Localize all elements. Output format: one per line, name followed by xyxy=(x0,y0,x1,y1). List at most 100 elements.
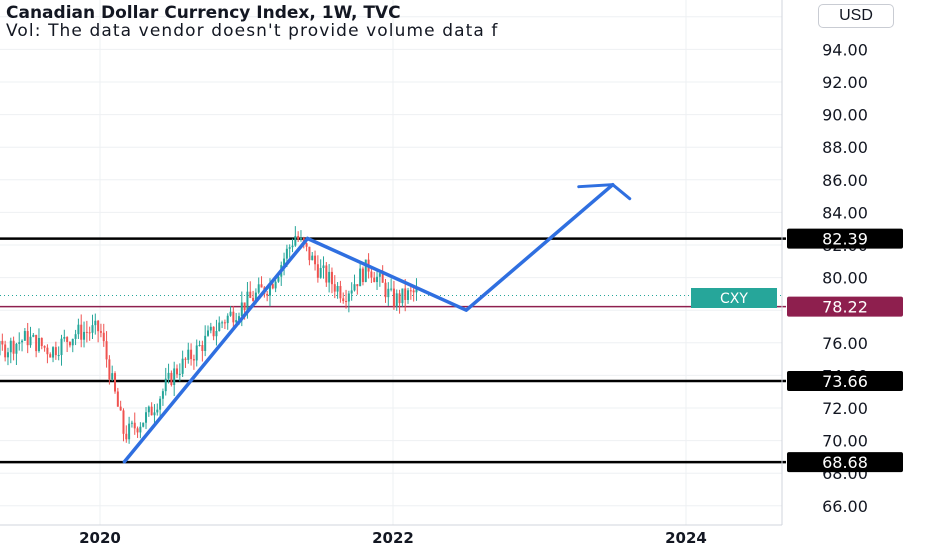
candle-body xyxy=(392,288,395,307)
price-level-label: 73.66 xyxy=(822,372,868,391)
candle-body xyxy=(218,322,221,332)
candle-body xyxy=(91,325,94,333)
candle-body xyxy=(57,355,60,357)
candle-body xyxy=(288,247,291,249)
candle-body xyxy=(415,287,418,293)
candle-body xyxy=(401,288,404,304)
candle-body xyxy=(116,391,119,407)
symbol-badge-label: CXY xyxy=(720,291,748,307)
candle-body xyxy=(243,302,246,311)
candle-body xyxy=(299,238,302,240)
candle-body xyxy=(77,324,80,335)
candle-body xyxy=(15,343,18,354)
price-level-label-bg xyxy=(787,452,903,473)
candle-body xyxy=(336,285,339,292)
currency-button[interactable]: USD xyxy=(818,4,894,28)
candle-body xyxy=(215,331,218,337)
candle-body xyxy=(114,373,117,392)
candle-body xyxy=(404,288,407,300)
candle-body xyxy=(63,337,66,339)
candle-body xyxy=(40,337,43,347)
candle-body xyxy=(347,293,350,302)
candle-body xyxy=(223,322,226,324)
trendline xyxy=(122,236,310,464)
x-tick-label: 2022 xyxy=(372,529,414,547)
candle-body xyxy=(271,284,274,289)
candle-body xyxy=(246,291,249,311)
candle-body xyxy=(361,268,364,283)
candle-body xyxy=(237,316,240,321)
y-tick-label: 88.00 xyxy=(822,138,868,157)
candle-body xyxy=(173,368,176,386)
candle-body xyxy=(54,347,57,356)
candle-body xyxy=(257,284,260,293)
candle-body xyxy=(122,410,125,434)
price-level-label-bg xyxy=(787,296,903,317)
y-tick-label: 86.00 xyxy=(822,171,868,190)
candle-body xyxy=(311,255,314,261)
candle-body xyxy=(88,332,91,334)
candle-body xyxy=(229,311,232,316)
candle-body xyxy=(159,398,162,410)
time-axis: 2020 2022 2024 xyxy=(79,529,707,547)
candle-body xyxy=(285,248,288,259)
candle-body xyxy=(407,290,410,300)
candle-body xyxy=(119,406,122,411)
price-level-label: 82.39 xyxy=(822,230,868,249)
candle-body xyxy=(297,235,300,240)
candle-body xyxy=(249,291,252,298)
price-level-label-bg xyxy=(787,228,903,249)
candle-body xyxy=(161,391,164,399)
candle-body xyxy=(111,373,114,380)
candle-body xyxy=(23,331,26,341)
candle-body xyxy=(32,334,35,337)
candle-body xyxy=(142,422,145,427)
candle-body xyxy=(260,284,263,288)
chart-grid xyxy=(0,0,782,525)
candle-body xyxy=(226,315,229,324)
price-levels xyxy=(0,237,786,464)
candle-body xyxy=(71,338,74,346)
candle-body xyxy=(176,368,179,375)
candle-body xyxy=(153,412,156,416)
candle-body xyxy=(381,273,384,283)
candle-body xyxy=(35,334,38,352)
candle-body xyxy=(49,354,52,358)
candle-body xyxy=(345,301,348,303)
candle-body xyxy=(164,378,167,392)
volume-note: Vol: The data vendor doesn't provide vol… xyxy=(6,21,499,41)
candle-body xyxy=(206,330,209,336)
candle-body xyxy=(308,246,311,261)
candle-body xyxy=(378,273,381,277)
candle-body xyxy=(339,285,342,299)
y-tick-label: 70.00 xyxy=(822,432,868,451)
candle-body xyxy=(52,347,55,358)
chart-title: Canadian Dollar Currency Index, 1W, TVC xyxy=(6,3,401,23)
y-tick-label: 66.00 xyxy=(822,497,868,516)
candle-body xyxy=(139,426,142,433)
candle-body xyxy=(187,349,190,360)
candle-body xyxy=(195,345,198,361)
candle-body xyxy=(9,340,12,353)
candle-body xyxy=(283,258,286,266)
candle-body xyxy=(305,243,308,247)
candle-body xyxy=(201,345,204,352)
candle-body xyxy=(376,276,379,283)
candle-body xyxy=(314,255,317,265)
candle-body xyxy=(68,341,71,346)
y-tick-label: 72.00 xyxy=(822,399,868,418)
price-level-label: 68.68 xyxy=(822,453,868,472)
candle-body xyxy=(291,245,294,248)
candle-body xyxy=(18,342,21,344)
candle-body xyxy=(83,331,86,340)
candle-body xyxy=(74,334,77,339)
candle-body xyxy=(170,372,173,386)
candle-body xyxy=(268,284,271,296)
candle-body xyxy=(6,352,9,358)
candle-body xyxy=(1,340,4,345)
price-level-labels: 82.39 78.22 73.66 68.68 xyxy=(787,228,903,473)
candle-body xyxy=(190,349,193,360)
y-tick-label: 76.00 xyxy=(822,334,868,353)
candle-body xyxy=(274,281,277,289)
